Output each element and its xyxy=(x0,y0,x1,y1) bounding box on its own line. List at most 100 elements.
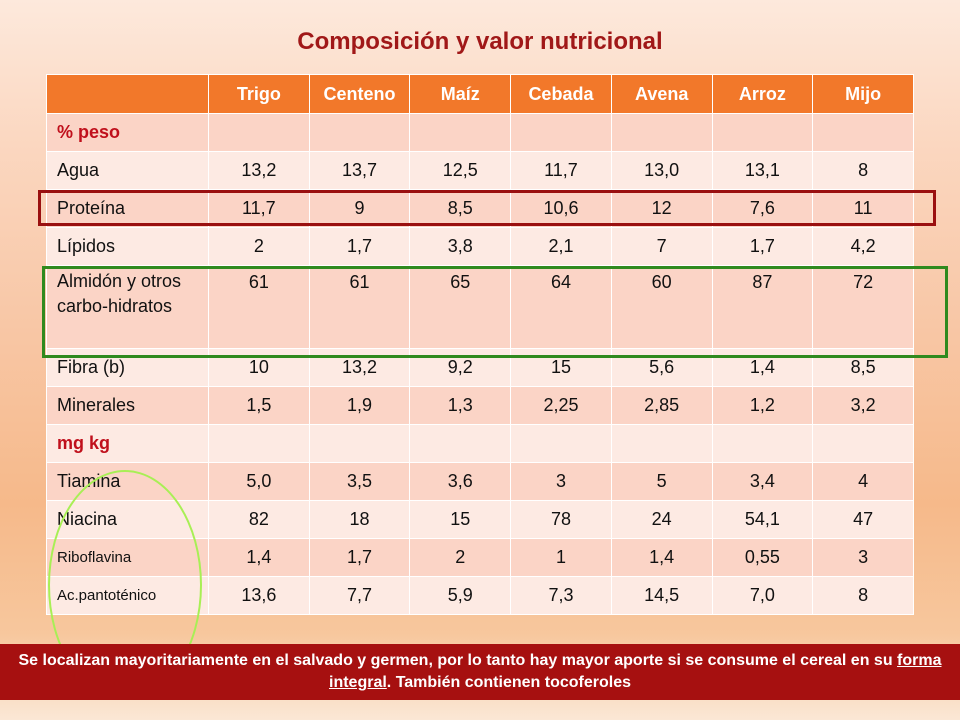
cell: 1,7 xyxy=(711,227,814,266)
cell: 8,5 xyxy=(812,348,914,387)
cell xyxy=(409,113,512,152)
cell: 24 xyxy=(610,500,713,539)
cell xyxy=(812,424,914,463)
cell: 1,2 xyxy=(711,386,814,425)
cell: 10 xyxy=(208,348,310,387)
cell: 7,3 xyxy=(510,576,612,615)
cell: 3,4 xyxy=(711,462,814,501)
cell: 13,7 xyxy=(308,151,411,190)
cell: 54,1 xyxy=(711,500,814,539)
table-row: Niacina 82 18 15 78 24 54,1 47 xyxy=(46,500,914,539)
cell: 1,5 xyxy=(208,386,310,425)
cell: 7,6 xyxy=(711,189,814,228)
cell: 2,25 xyxy=(510,386,612,425)
cell: 1,7 xyxy=(308,538,411,577)
table-row: Fibra (b) 10 13,2 9,2 15 5,6 1,4 8,5 xyxy=(46,348,914,387)
footer-text-2: . También contienen tocoferoles xyxy=(386,674,631,691)
cell: 47 xyxy=(812,500,914,539)
cell xyxy=(409,424,512,463)
header-cell: Arroz xyxy=(711,74,814,114)
cell: 12,5 xyxy=(409,151,512,190)
cell: 10,6 xyxy=(510,189,612,228)
cell: 61 xyxy=(308,265,411,349)
row-label: Agua xyxy=(46,151,209,190)
header-cell: Avena xyxy=(610,74,713,114)
cell: 3 xyxy=(510,462,612,501)
cell xyxy=(812,113,914,152)
cell: 2,1 xyxy=(510,227,612,266)
header-cell: Centeno xyxy=(308,74,411,114)
cell: 15 xyxy=(510,348,612,387)
table-row: Proteína 11,7 9 8,5 10,6 12 7,6 11 xyxy=(46,189,914,228)
cell: 11 xyxy=(812,189,914,228)
header-cell-empty xyxy=(46,74,209,114)
cell: 5 xyxy=(610,462,713,501)
cell: 1,4 xyxy=(208,538,310,577)
table-row: Minerales 1,5 1,9 1,3 2,25 2,85 1,2 3,2 xyxy=(46,386,914,425)
cell: 7 xyxy=(610,227,713,266)
footer-note: Se localizan mayoritariamente en el salv… xyxy=(0,644,960,700)
row-label: mg kg xyxy=(46,424,209,463)
cell: 7,0 xyxy=(711,576,814,615)
cell: 3,5 xyxy=(308,462,411,501)
cell xyxy=(711,424,814,463)
cell xyxy=(308,424,411,463)
cell xyxy=(208,424,310,463)
cell: 9,2 xyxy=(409,348,512,387)
table-row: Agua 13,2 13,7 12,5 11,7 13,0 13,1 8 xyxy=(46,151,914,190)
cell: 7,7 xyxy=(308,576,411,615)
cell: 1 xyxy=(510,538,612,577)
cell: 3,8 xyxy=(409,227,512,266)
cell: 8 xyxy=(812,576,914,615)
table-header-row: Trigo Centeno Maíz Cebada Avena Arroz Mi… xyxy=(46,74,914,114)
cell: 2 xyxy=(208,227,310,266)
footer-text-1: Se localizan mayoritariamente en el salv… xyxy=(18,652,898,669)
highlight-box-starch xyxy=(42,266,948,358)
cell: 14,5 xyxy=(610,576,713,615)
cell: 3,6 xyxy=(409,462,512,501)
cell xyxy=(510,113,612,152)
table-row: Almidón y otros carbo-hidratos 61 61 65 … xyxy=(46,265,914,349)
cell: 2,85 xyxy=(610,386,713,425)
highlight-box-protein xyxy=(38,190,936,226)
table-row-section: % peso xyxy=(46,113,914,152)
cell: 1,9 xyxy=(308,386,411,425)
cell: 18 xyxy=(308,500,411,539)
cell: 13,2 xyxy=(208,151,310,190)
cell: 5,9 xyxy=(409,576,512,615)
cell: 9 xyxy=(308,189,411,228)
cell: 13,1 xyxy=(711,151,814,190)
cell: 13,0 xyxy=(610,151,713,190)
cell: 5,0 xyxy=(208,462,310,501)
cell: 13,6 xyxy=(208,576,310,615)
cell: 8 xyxy=(812,151,914,190)
cell: 4 xyxy=(812,462,914,501)
cell: 87 xyxy=(711,265,814,349)
row-label: Almidón y otros carbo-hidratos xyxy=(46,265,209,349)
cell: 11,7 xyxy=(510,151,612,190)
cell: 5,6 xyxy=(610,348,713,387)
cell: 1,4 xyxy=(711,348,814,387)
cell: 4,2 xyxy=(812,227,914,266)
header-cell: Trigo xyxy=(208,74,310,114)
cell: 64 xyxy=(510,265,612,349)
table-row-section: mg kg xyxy=(46,424,914,463)
cell xyxy=(610,113,713,152)
cell: 15 xyxy=(409,500,512,539)
cell xyxy=(610,424,713,463)
cell: 8,5 xyxy=(409,189,512,228)
cell: 3 xyxy=(812,538,914,577)
row-label: % peso xyxy=(46,113,209,152)
cell: 2 xyxy=(409,538,512,577)
header-cell: Maíz xyxy=(409,74,512,114)
cell xyxy=(208,113,310,152)
cell: 1,4 xyxy=(610,538,713,577)
header-cell: Mijo xyxy=(812,74,914,114)
cell: 61 xyxy=(208,265,310,349)
table-row: Tiamina 5,0 3,5 3,6 3 5 3,4 4 xyxy=(46,462,914,501)
cell xyxy=(308,113,411,152)
cell: 78 xyxy=(510,500,612,539)
cell: 1,7 xyxy=(308,227,411,266)
cell: 0,55 xyxy=(711,538,814,577)
cell: 72 xyxy=(812,265,914,349)
